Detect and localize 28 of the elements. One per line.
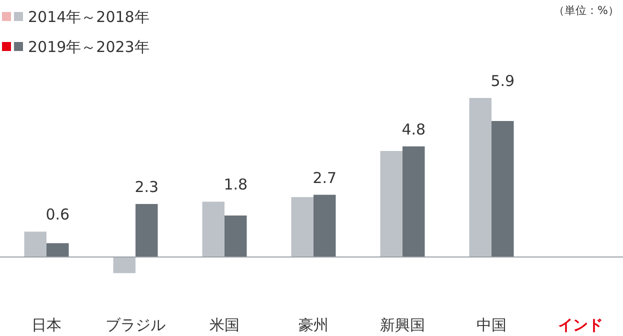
data-label: 2.3 [134,178,159,196]
data-label: 0.6 [46,206,70,224]
bar [492,121,514,257]
bar [469,98,492,257]
bar [402,146,425,257]
data-label: 1.8 [224,176,248,194]
legend-label: 2014年～2018年 [28,8,150,26]
bar [224,216,247,257]
x-tick-label: 日本 [32,316,62,334]
x-tick-label: 豪州 [298,316,328,334]
legend-label: 2019年～2023年 [28,38,150,56]
bar [314,194,336,257]
bar [24,232,46,257]
data-label: 2.7 [312,168,337,187]
x-tick-label: ブラジル [106,316,166,334]
data-label: 4.8 [402,120,426,138]
bar [46,243,69,257]
bar [380,150,402,257]
x-tick-label: インド [558,316,603,334]
bar [136,204,158,257]
text: （単位：%） [554,4,619,17]
x-tick-label: 中国 [476,316,506,334]
data-label: 5.9 [490,72,515,90]
bar [113,257,136,274]
bar [291,197,314,257]
x-tick-label: 新興国 [380,316,425,334]
bar [202,202,224,257]
x-tick-label: 米国 [210,316,240,334]
